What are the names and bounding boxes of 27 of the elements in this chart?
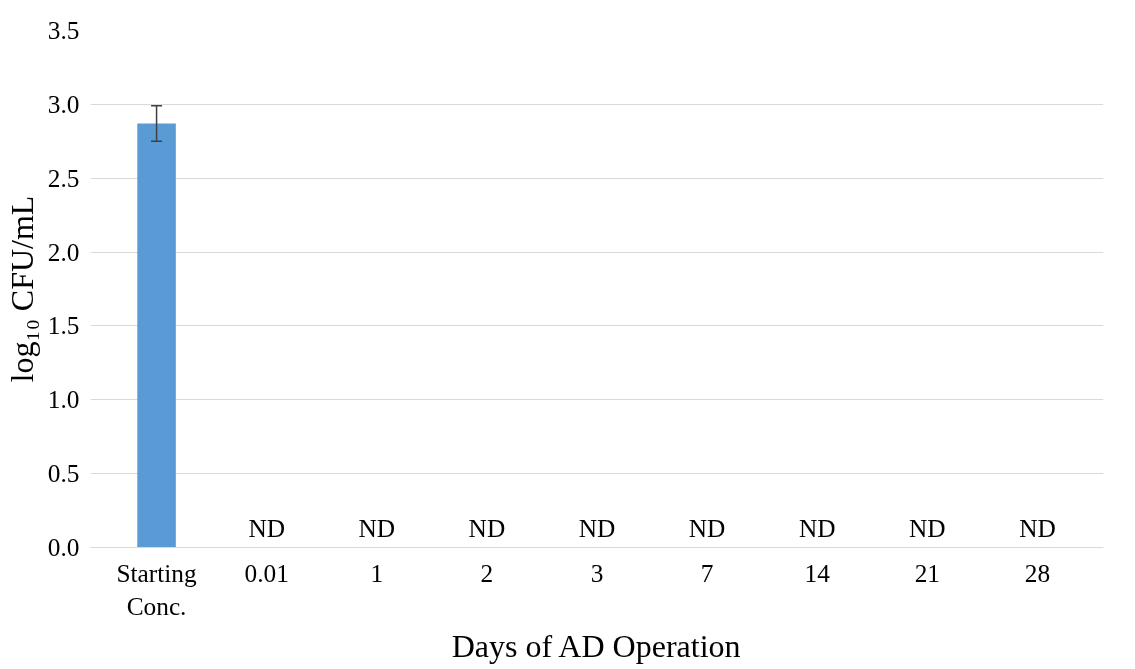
data-label: ND — [248, 513, 285, 542]
y-tick-label: 1.0 — [47, 385, 80, 414]
x-tick-label: 7 — [700, 558, 714, 587]
y-axis-title: log₁₀ CFU/mL — [3, 195, 40, 383]
y-tick-label: 2.5 — [47, 163, 80, 192]
data-label: ND — [358, 513, 396, 542]
data-label: ND — [909, 513, 946, 542]
x-tick-label: 1 — [370, 558, 384, 587]
x-tick-label: 3 — [590, 558, 604, 587]
y-tick-label: 3.0 — [47, 89, 80, 118]
data-label: ND — [1019, 513, 1056, 542]
data-label: ND — [578, 513, 616, 542]
y-tick-label: 3.5 — [47, 16, 80, 44]
y-tick-label: 0.5 — [47, 459, 80, 488]
y-tick-label: 0.0 — [47, 533, 80, 561]
x-tick-label: 14 — [804, 558, 831, 587]
data-label: ND — [468, 513, 506, 542]
x-axis-title: Days of AD Operation — [451, 628, 741, 665]
data-label: ND — [688, 513, 726, 542]
x-tick-label: Starting Conc. — [116, 558, 197, 621]
y-tick-label: 2.0 — [47, 237, 80, 266]
x-tick-label: 28 — [1024, 558, 1051, 587]
data-label: ND — [798, 513, 836, 542]
x-tick-label: 0.01 — [244, 558, 289, 587]
x-tick-label: 21 — [914, 558, 940, 587]
y-tick-label: 1.5 — [47, 311, 80, 340]
x-tick-label: 2 — [480, 558, 494, 587]
